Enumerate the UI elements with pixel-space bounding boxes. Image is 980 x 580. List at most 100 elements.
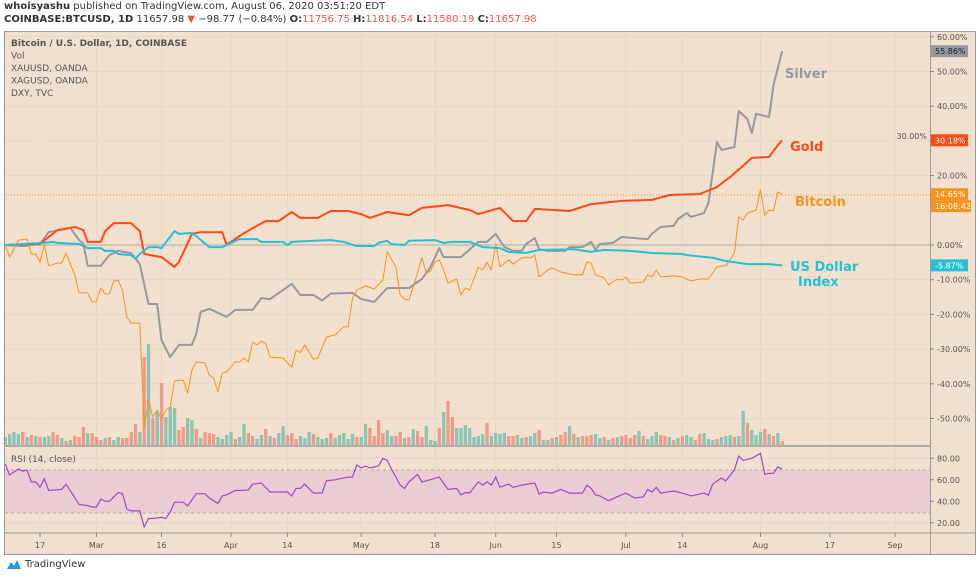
volume-bar-down [398,432,402,445]
volume-bar-up [112,440,116,445]
volume-bar-down [272,438,277,445]
y-tick-label: 30.00% [896,132,927,141]
high-label: H: [353,14,366,25]
volume-bar-up [728,435,732,445]
y-tick-label: -40.00% [937,380,971,389]
volume-bar-down [159,383,164,445]
rsi-series-line [4,452,783,529]
volume-bar-up [468,428,472,445]
volume-bar-up [190,420,194,445]
volume-bar-down [142,357,146,445]
volume-bar-down [55,435,60,445]
author-link[interactable]: whoisyashu [4,1,71,12]
countdown-tag-text: 16:08:42 [935,202,971,211]
volume-bar-down [77,437,81,445]
series-label-line2: Index [798,275,839,290]
legend-item: DXY, TVC [11,89,53,99]
volume-bar-up [198,438,203,445]
volume-bar-up [455,428,459,445]
volume-bar-up [242,424,246,445]
volume-bar-up [389,436,394,445]
volume-bar-up [229,432,233,445]
chart-background [4,31,976,555]
volume-bar-down [368,428,372,445]
volume-bar-up [298,436,303,445]
x-tick-label: Jun [488,541,502,550]
volume-bar-up [567,426,572,445]
price-axis[interactable]: 60.00% 50.00% 40.00% 30.00% 20.00% 0.00% -10.0… [896,33,970,528]
volume-bar-down [680,436,685,445]
tradingview-brand[interactable]: TradingView [25,559,86,570]
volume-bar-up [316,437,320,445]
volume-bar-up [685,435,689,445]
volume-bar-up [42,437,47,445]
volume-bar-down [715,439,719,445]
volume-bar-down [537,430,541,445]
volume-bar-down [559,435,563,445]
last-value-tag-text: 14.65% [935,190,966,199]
volume-bar-up [615,437,619,445]
volume-bar-down [381,433,385,445]
volume-bar-down [120,438,125,445]
volume-bar-up [463,425,468,445]
volume-bar-up [758,432,763,445]
volume-bar-up [546,440,550,445]
series-line-gold [5,139,783,268]
volume-bar-up [767,434,771,445]
volume-bar-down [641,436,645,445]
volume-bar-down [203,432,207,445]
last-price: 11657.98 [136,14,185,25]
volume-bar-down [264,429,268,445]
legend-item: XAGUSD, OANDA [11,77,89,87]
volume-bar-down [437,428,441,445]
volume-bar-down [659,435,663,445]
volume-bar-down [628,438,632,445]
x-tick-label: 14 [677,541,687,550]
x-tick-label: 17 [825,541,835,550]
y-tick-label: 50.00% [937,68,968,77]
volume-bar-down [672,440,676,445]
volume-bar-down [446,401,450,445]
volume-bar-down [251,436,255,445]
volume-bar-up [442,412,446,445]
volume-bar-down [51,432,55,445]
close-label: C: [477,14,489,25]
volume-bar-up [8,434,12,445]
volume-bar-down [311,434,316,445]
volume-bar-up [515,435,520,445]
rsi-y-tick-label: 40.00 [937,497,960,506]
x-tick-label: Aug [753,541,769,550]
time-axis[interactable]: 17 Mar 16 Apr 14 May 18 Jun 15 Jul 14 Aug 17 Sep [35,533,903,550]
volume-bar-down [73,436,77,445]
volume-bar-down [246,433,251,445]
rsi-band [5,470,930,513]
volume-bar-down [207,433,211,445]
volume-bar-up [476,436,481,445]
volume-bar-down [294,439,298,445]
volume-bar-up [47,436,51,445]
volume-bar-down [485,423,489,445]
volume-bar-down [693,440,698,445]
volume-bar-up [776,433,780,445]
close-value: 11657.98 [488,14,537,25]
volume-bar-up [541,440,546,445]
volume-bar-down [580,436,585,445]
volume-bar-up [402,438,407,445]
series-line-silver [5,50,784,359]
last-value-tags: 55.86% 30.18% 14.65% 16:08:42 -5.87% [931,45,971,272]
volume-bar-up [654,432,658,445]
x-tick-label: 16 [156,541,166,550]
volume-bar-down [698,434,702,445]
volume-bar-down [29,435,34,445]
x-tick-label: Jul [620,541,631,550]
volume-bar-down [285,435,290,445]
volume-bar-up [737,436,741,445]
volume-bar-up [103,438,107,445]
volume-bar-down [619,436,624,445]
last-value-tag-text: 30.18% [935,136,966,145]
chart-canvas[interactable]: 60.00% 50.00% 40.00% 30.00% 20.00% 0.00% -10.0… [0,0,980,558]
volume-bar-up [741,411,745,445]
volume-bar-down [21,432,25,445]
low-label: L: [416,14,427,25]
volume-bar-down [611,438,615,445]
